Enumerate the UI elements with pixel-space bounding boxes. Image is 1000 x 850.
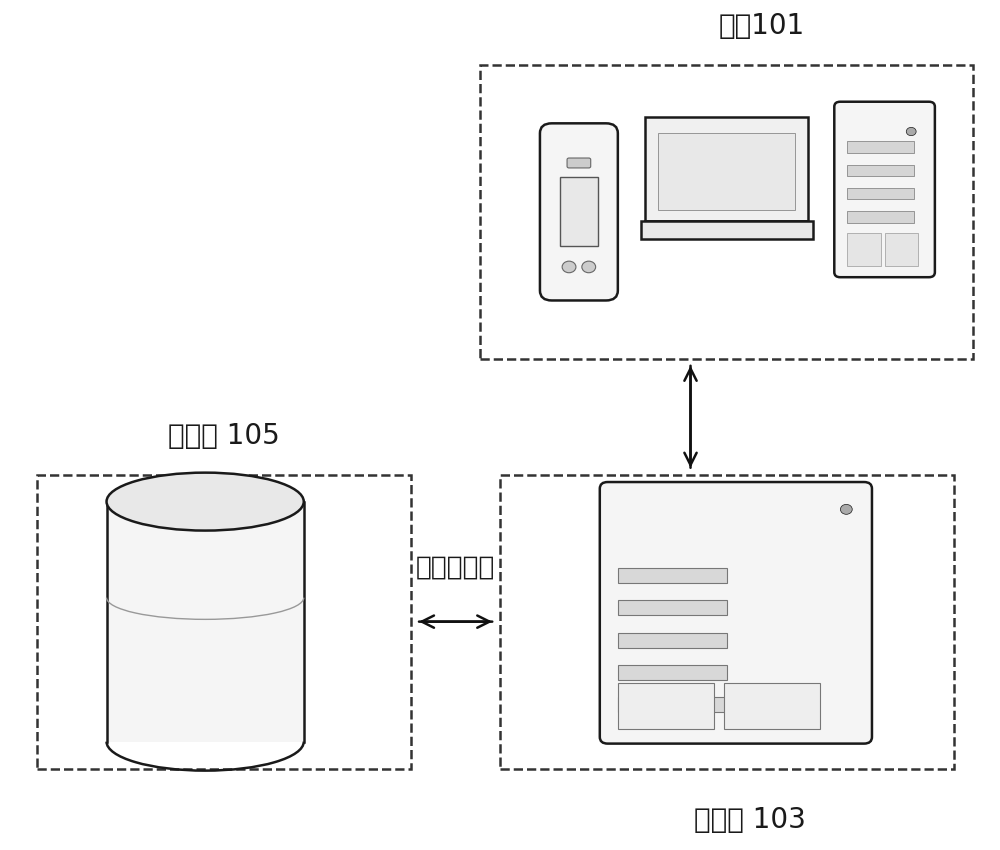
Circle shape: [582, 261, 596, 273]
FancyBboxPatch shape: [847, 233, 881, 265]
FancyBboxPatch shape: [618, 683, 714, 728]
FancyBboxPatch shape: [645, 117, 808, 221]
FancyBboxPatch shape: [618, 665, 727, 680]
Bar: [500, 474, 954, 768]
FancyBboxPatch shape: [618, 568, 727, 583]
FancyBboxPatch shape: [834, 102, 935, 277]
Circle shape: [906, 128, 916, 136]
FancyBboxPatch shape: [618, 697, 727, 712]
Text: 服务器 103: 服务器 103: [694, 806, 805, 834]
FancyBboxPatch shape: [618, 600, 727, 615]
FancyBboxPatch shape: [658, 133, 795, 210]
FancyBboxPatch shape: [641, 221, 813, 239]
Text: 数据库 105: 数据库 105: [168, 422, 280, 450]
Bar: [480, 65, 973, 359]
FancyBboxPatch shape: [560, 178, 598, 246]
Circle shape: [840, 504, 852, 514]
FancyBboxPatch shape: [618, 632, 727, 648]
Text: 存储或读取: 存储或读取: [416, 554, 495, 581]
FancyBboxPatch shape: [885, 233, 918, 265]
FancyBboxPatch shape: [847, 188, 914, 200]
FancyBboxPatch shape: [540, 123, 618, 300]
FancyBboxPatch shape: [847, 211, 914, 223]
FancyBboxPatch shape: [567, 158, 591, 168]
FancyBboxPatch shape: [107, 502, 304, 742]
Text: 终端101: 终端101: [718, 12, 804, 40]
FancyBboxPatch shape: [847, 141, 914, 153]
FancyBboxPatch shape: [847, 165, 914, 176]
FancyBboxPatch shape: [600, 482, 872, 744]
Circle shape: [562, 261, 576, 273]
Ellipse shape: [107, 473, 304, 530]
Bar: [37, 474, 411, 768]
FancyBboxPatch shape: [724, 683, 820, 728]
